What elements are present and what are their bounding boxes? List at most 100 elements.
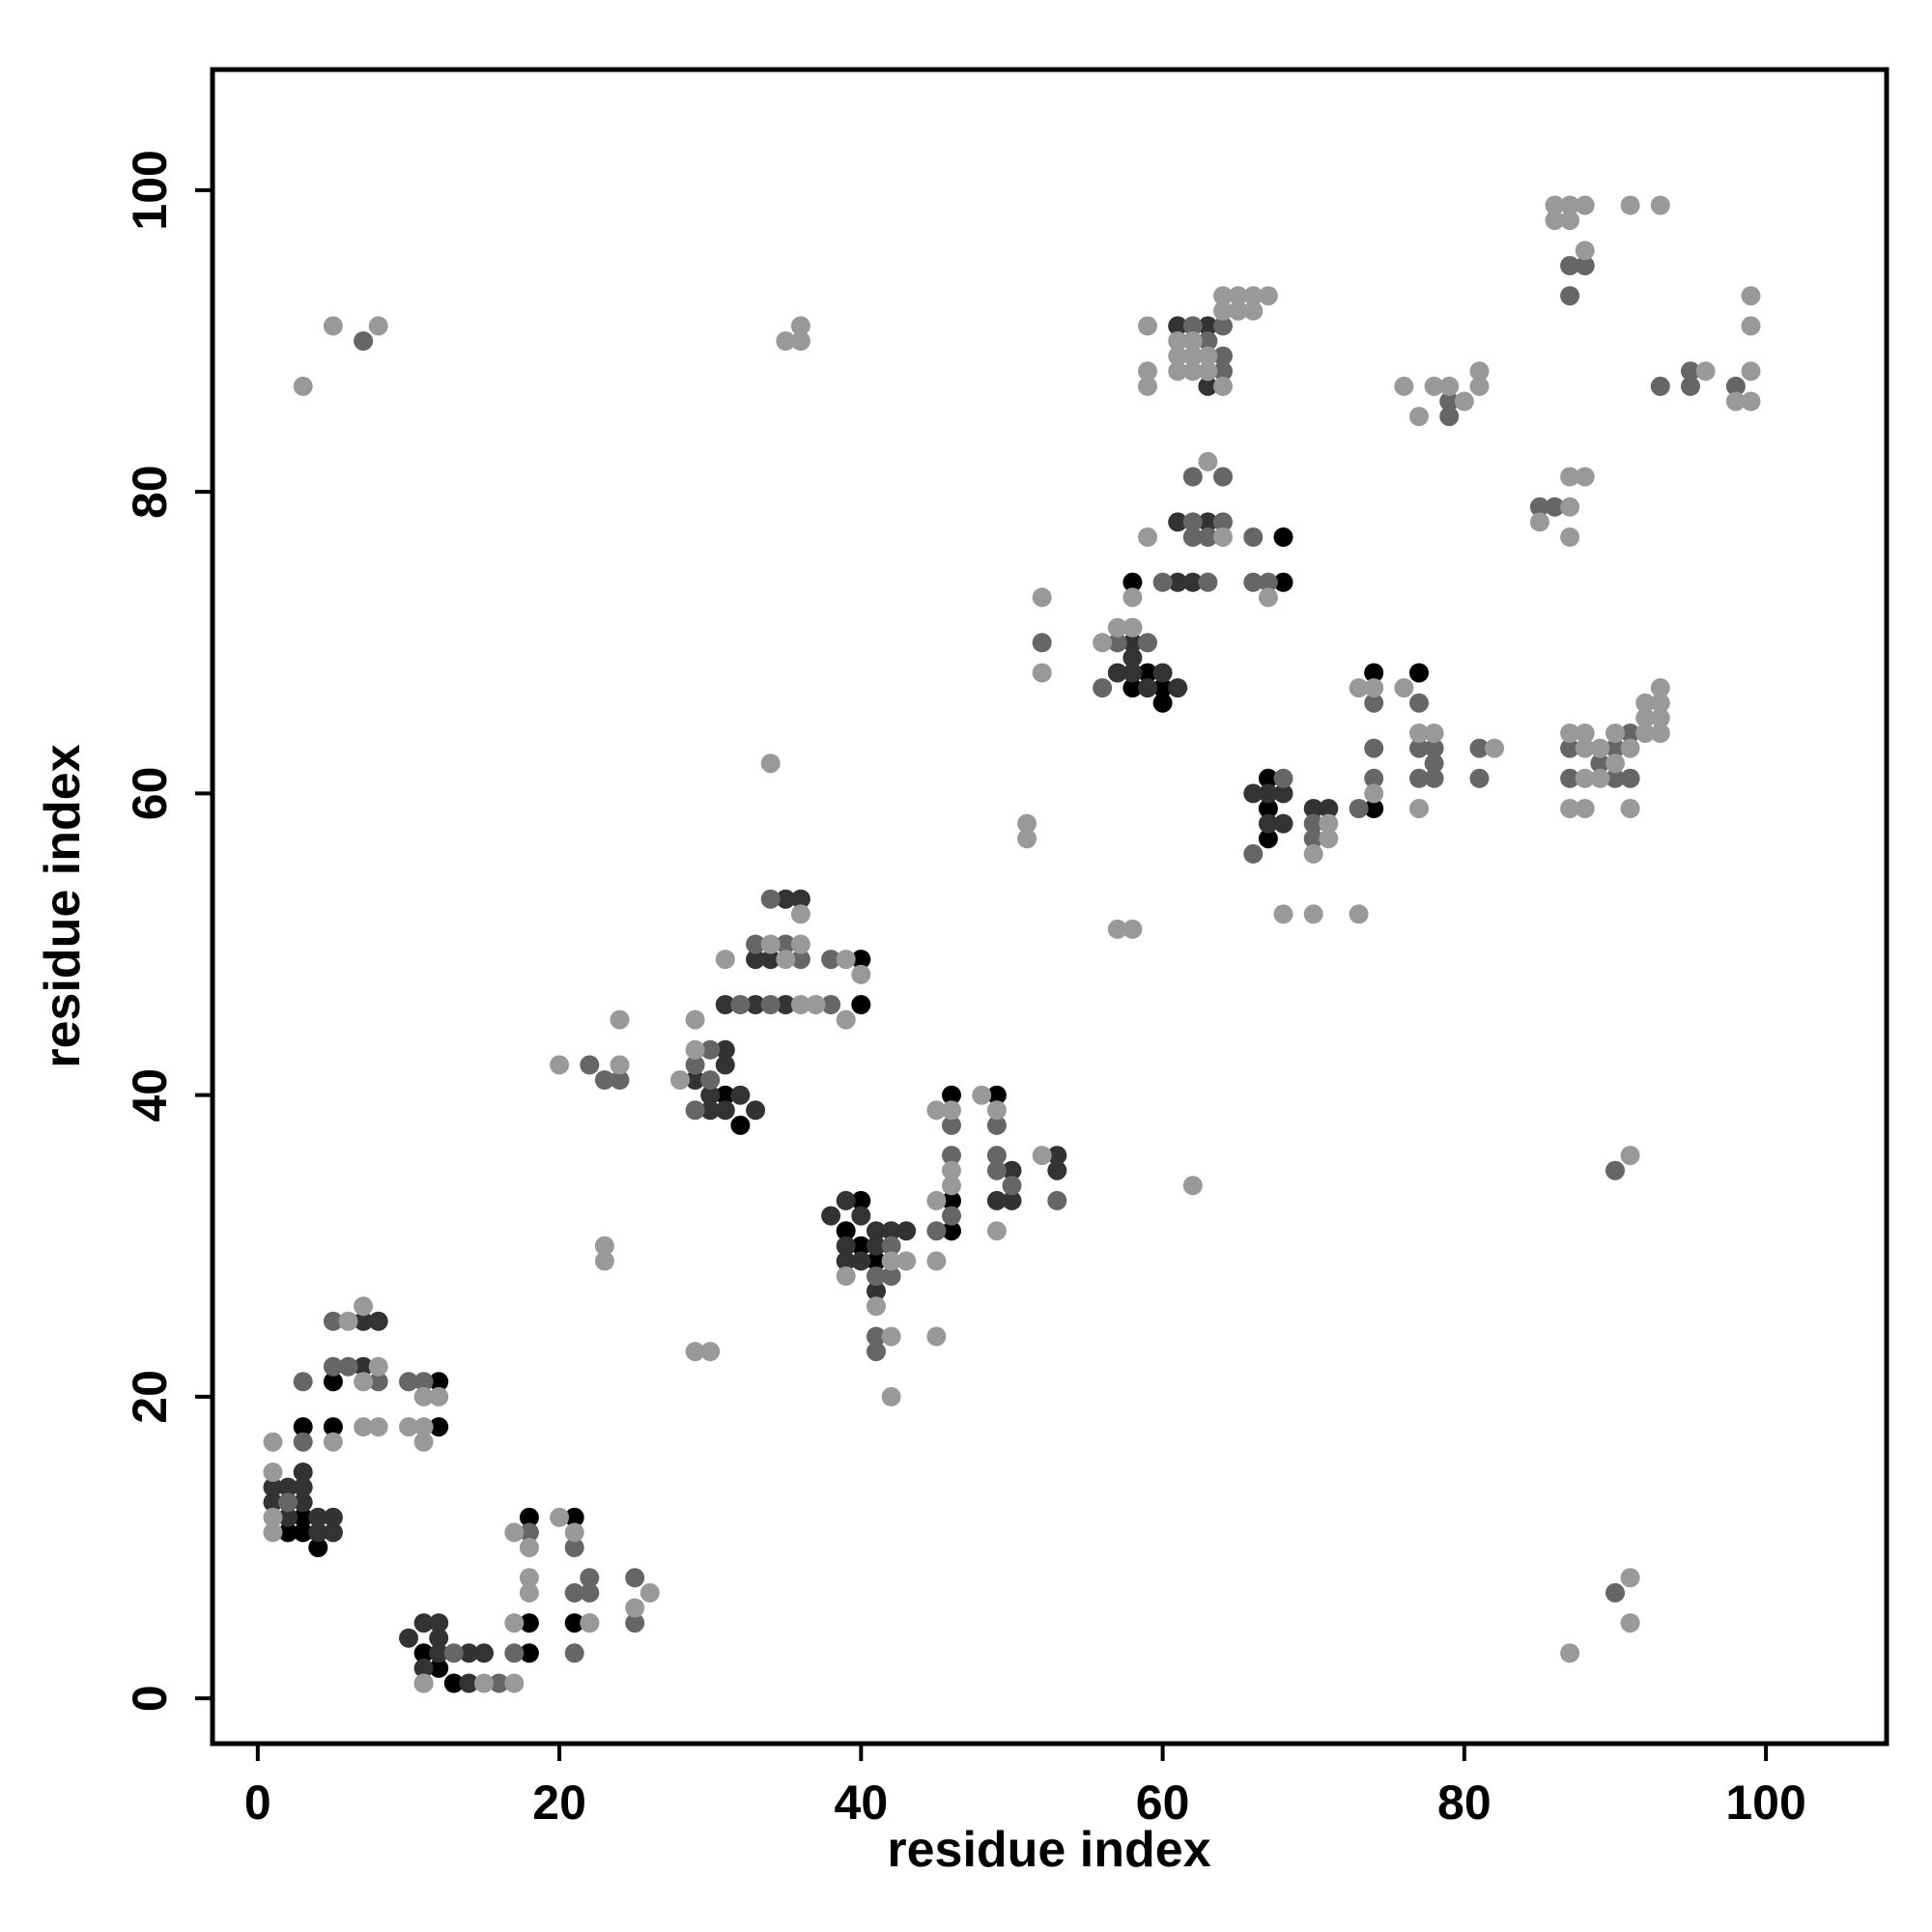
- data-point: [1469, 361, 1490, 382]
- x-tick-label: 100: [1725, 1776, 1805, 1830]
- data-point: [564, 1507, 584, 1527]
- data-point: [1635, 693, 1656, 713]
- data-point: [851, 1251, 871, 1271]
- data-point: [867, 1251, 886, 1271]
- data-point: [354, 331, 374, 351]
- data-point: [580, 1568, 600, 1588]
- data-point: [1047, 1190, 1067, 1210]
- data-point: [1560, 768, 1580, 788]
- data-point: [368, 1356, 388, 1377]
- data-point: [580, 1055, 600, 1075]
- data-point: [1439, 376, 1460, 396]
- data-point: [1047, 1146, 1067, 1166]
- data-point: [564, 1538, 584, 1557]
- data-point: [1138, 361, 1157, 382]
- data-point: [1182, 331, 1203, 351]
- data-point: [1243, 300, 1264, 321]
- data-point: [1681, 361, 1700, 382]
- data-point: [760, 995, 781, 1014]
- data-point: [700, 1039, 721, 1060]
- data-point: [413, 1643, 434, 1663]
- data-point: [1138, 678, 1157, 698]
- data-point: [1695, 361, 1716, 382]
- data-point: [1545, 195, 1565, 215]
- data-point: [323, 1522, 343, 1543]
- x-tick-label: 60: [1136, 1776, 1190, 1830]
- data-point: [308, 1522, 328, 1543]
- data-point: [1650, 195, 1670, 215]
- data-point: [942, 1115, 961, 1135]
- data-point: [1122, 633, 1143, 653]
- data-point: [1620, 738, 1640, 758]
- data-point: [1575, 195, 1595, 215]
- data-point: [881, 1326, 901, 1347]
- data-point: [896, 1221, 917, 1241]
- data-point: [806, 995, 826, 1014]
- data-point: [1741, 286, 1761, 306]
- data-point: [1364, 693, 1384, 713]
- data-point: [926, 1326, 947, 1347]
- data-point: [1364, 738, 1384, 758]
- data-point: [1394, 376, 1414, 396]
- data-point: [323, 1372, 343, 1392]
- data-point: [278, 1477, 298, 1497]
- data-point: [594, 1251, 614, 1271]
- data-point: [1213, 346, 1233, 366]
- data-points: [263, 195, 1761, 1693]
- data-point: [1258, 286, 1278, 306]
- data-point: [1349, 904, 1369, 924]
- data-point: [1198, 331, 1218, 351]
- data-point: [413, 1372, 434, 1392]
- y-tick-label: 60: [123, 767, 177, 821]
- data-point: [625, 1598, 645, 1618]
- data-point: [1213, 527, 1233, 547]
- data-point: [1469, 738, 1490, 758]
- data-point: [1032, 1146, 1052, 1166]
- data-point: [896, 1251, 917, 1271]
- data-point: [881, 1236, 901, 1256]
- data-point: [1122, 663, 1143, 683]
- data-point: [760, 934, 781, 954]
- y-axis-title: residue index: [35, 744, 91, 1067]
- data-point: [1620, 195, 1640, 215]
- data-point: [429, 1386, 449, 1406]
- data-point: [1258, 587, 1278, 608]
- data-point: [926, 1251, 947, 1271]
- data-point: [730, 995, 751, 1014]
- data-point: [639, 1582, 660, 1603]
- data-point: [625, 1568, 645, 1588]
- data-point: [1182, 316, 1203, 336]
- data-point: [1605, 724, 1625, 743]
- data-point: [746, 995, 766, 1014]
- data-point: [263, 1463, 283, 1482]
- data-point: [790, 904, 810, 924]
- data-point: [519, 1613, 539, 1634]
- data-point: [1107, 617, 1127, 638]
- data-point: [1620, 799, 1640, 818]
- data-point: [293, 1372, 313, 1392]
- data-point: [308, 1507, 328, 1527]
- data-point: [1560, 738, 1580, 758]
- data-point: [564, 1613, 584, 1634]
- data-point: [685, 1100, 705, 1121]
- data-point: [1258, 783, 1278, 804]
- data-point: [1243, 843, 1264, 864]
- data-point: [1741, 361, 1761, 382]
- data-point: [715, 995, 735, 1014]
- data-point: [474, 1643, 494, 1663]
- data-point: [1741, 316, 1761, 336]
- data-point: [1590, 738, 1610, 758]
- data-point: [685, 1009, 705, 1030]
- data-point: [459, 1673, 479, 1693]
- data-point: [1138, 633, 1157, 653]
- data-point: [821, 1206, 841, 1226]
- data-point: [1725, 376, 1746, 396]
- data-point: [1681, 376, 1700, 396]
- data-point: [1182, 361, 1203, 382]
- data-point: [1107, 919, 1127, 939]
- data-point: [474, 1673, 494, 1693]
- data-point: [550, 1055, 570, 1075]
- data-point: [564, 1643, 584, 1663]
- data-point: [685, 1070, 705, 1090]
- data-point: [776, 331, 796, 351]
